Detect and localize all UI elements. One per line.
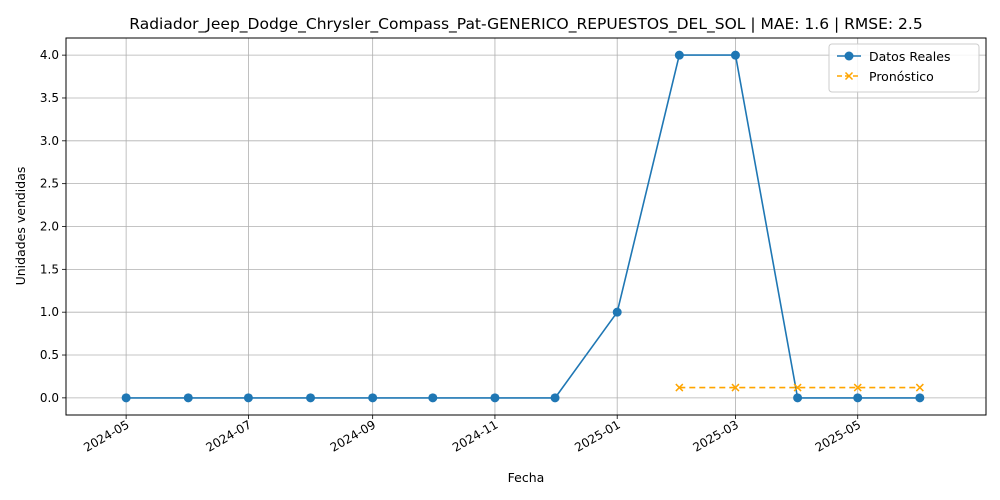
data-point-datos-reales	[915, 393, 925, 403]
series-layer	[121, 50, 925, 403]
chart-title: Radiador_Jeep_Dodge_Chrysler_Compass_Pat…	[129, 15, 922, 34]
data-point-datos-reales	[243, 393, 253, 403]
data-point-datos-reales	[368, 393, 378, 403]
legend-label-pronostico: Pronóstico	[869, 69, 934, 84]
x-axis-label: Fecha	[508, 470, 545, 485]
y-tick-label: 3.0	[40, 134, 59, 148]
y-tick-label: 3.5	[40, 91, 59, 105]
data-point-datos-reales	[490, 393, 500, 403]
x-tick-label: 2024-05	[81, 417, 131, 454]
y-tick-label: 1.0	[40, 305, 59, 319]
data-point-datos-reales	[793, 393, 803, 403]
data-point-pronostico	[675, 383, 684, 392]
data-point-datos-reales	[428, 393, 438, 403]
x-tick-label: 2024-09	[328, 417, 378, 454]
x-tick-label: 2025-01	[572, 417, 622, 454]
data-point-datos-reales	[853, 393, 863, 403]
y-tick-label: 2.5	[40, 177, 59, 191]
data-point-pronostico	[853, 383, 862, 392]
data-point-datos-reales	[121, 393, 131, 403]
y-tick-label: 1.5	[40, 262, 59, 276]
legend-marker-pronostico	[844, 71, 854, 81]
data-point-datos-reales	[612, 307, 622, 317]
legend-marker-datos-reales	[844, 51, 854, 61]
y-tick-label: 4.0	[40, 48, 59, 62]
legend-label-datos-reales: Datos Reales	[869, 49, 950, 64]
y-tick-label: 0.5	[40, 348, 59, 362]
data-point-datos-reales	[730, 50, 740, 60]
data-point-pronostico	[915, 383, 924, 392]
x-tick-label: 2024-07	[203, 417, 253, 454]
x-tick-label: 2025-03	[691, 417, 741, 454]
y-axis-ticks: 0.0 0.5 1.0 1.5 2.0 2.5 3.0 3.5 4.0	[40, 48, 66, 405]
data-point-pronostico	[793, 383, 802, 392]
y-tick-label: 2.0	[40, 220, 59, 234]
plot-frame	[65, 37, 987, 416]
y-tick-label: 0.0	[40, 391, 59, 405]
y-axis-label: Unidades vendidas	[13, 167, 28, 286]
grid-lines	[66, 38, 986, 415]
x-tick-label: 2024-11	[450, 417, 500, 454]
series-line-datos-reales	[126, 54, 920, 399]
data-point-datos-reales	[550, 393, 560, 403]
data-point-datos-reales	[183, 393, 193, 403]
x-tick-label: 2025-05	[813, 417, 863, 454]
legend-box	[828, 43, 980, 93]
data-point-datos-reales	[306, 393, 316, 403]
data-point-pronostico	[731, 383, 740, 392]
x-axis-ticks: 2024-05 2024-07 2024-09 2024-11 2025-01 2025-…	[81, 415, 863, 455]
legend: Datos Reales Pronóstico	[828, 43, 980, 93]
data-point-datos-reales	[674, 50, 684, 60]
